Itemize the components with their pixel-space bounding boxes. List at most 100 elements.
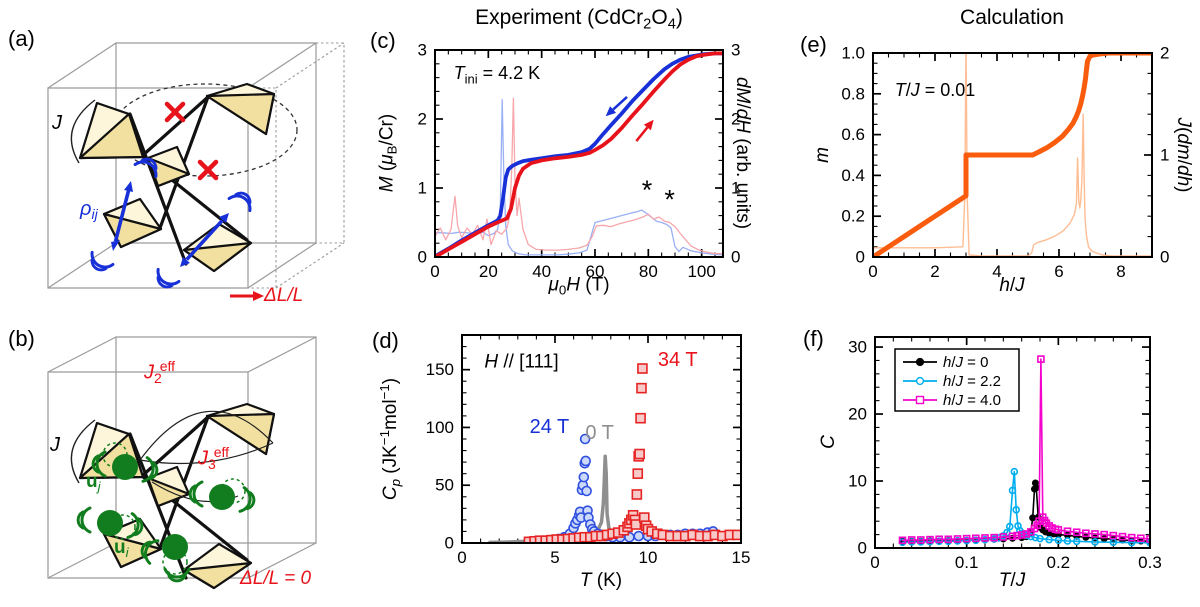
panel-label-c: (c) <box>370 28 396 53</box>
svg-text:0.2: 0.2 <box>841 207 865 226</box>
svg-text:20: 20 <box>479 262 498 281</box>
svg-text:2: 2 <box>1160 44 1169 63</box>
calc-specific-heat-chart-canvas: 0 0.1 0.2 0.3 0 10 20 30 h/J = 0 h/J = 2.2 h/J = 4… <box>848 336 1162 572</box>
svg-text:0: 0 <box>457 548 466 567</box>
svg-text:2: 2 <box>930 262 939 281</box>
zero-strain-label: ΔL/L = 0 <box>240 568 312 589</box>
j2eff-coupling-lens <box>139 410 274 465</box>
experiment-column-title: Experiment (CdCr2O4) <box>475 6 683 33</box>
svg-text:30: 30 <box>848 338 867 357</box>
svg-text:15: 15 <box>732 548 751 567</box>
svg-text:0.3: 0.3 <box>1138 553 1162 572</box>
svg-text:40: 40 <box>532 262 551 281</box>
svg-text:0: 0 <box>418 248 427 267</box>
svg-text:1: 1 <box>418 179 427 198</box>
j-coupling-label: J <box>52 112 62 134</box>
y-axis-title-m: m <box>812 147 833 163</box>
svg-text:50: 50 <box>435 476 454 495</box>
svg-text:3: 3 <box>418 41 427 60</box>
svg-text:100: 100 <box>426 418 454 437</box>
svg-text:10: 10 <box>639 548 658 567</box>
svg-text:0: 0 <box>731 248 740 267</box>
svg-text:1: 1 <box>731 179 740 198</box>
svg-text:20: 20 <box>848 405 867 424</box>
svg-text:h/J = 2.2: h/J = 2.2 <box>943 373 1001 390</box>
calculation-column-title: Calculation <box>960 6 1064 29</box>
panel-label-f: (f) <box>803 326 824 351</box>
forbidden-coupling-x-icon <box>164 101 219 181</box>
y-axis-title-Cp: Cp (JK−1mol−1) <box>376 377 404 501</box>
svg-text:h/J = 4.0: h/J = 4.0 <box>943 392 1001 409</box>
svg-text:24 T: 24 T <box>530 416 570 438</box>
j-coupling-label: J <box>50 434 60 456</box>
x-axis-title-temperature: T (K) <box>579 570 623 591</box>
panel-label-b: (b) <box>8 326 35 351</box>
svg-text:5: 5 <box>550 548 559 567</box>
panel-b-canvas <box>47 336 317 590</box>
svg-text:*: * <box>664 185 675 215</box>
svg-text:0.1: 0.1 <box>955 553 979 572</box>
bond-distance-arrows <box>111 181 229 267</box>
svg-text:Tini = 4.2 K: Tini = 4.2 K <box>454 63 541 87</box>
svg-text:H // [111]: H // [111] <box>484 351 558 372</box>
svg-text:60: 60 <box>586 262 605 281</box>
svg-text:0: 0 <box>856 248 865 267</box>
magnetization-chart-canvas: 0 20 40 60 80 100 0 1 2 3 0 1 2 3 Tini = 4.2 K * * <box>418 41 741 282</box>
svg-text:*: * <box>642 175 653 205</box>
y-axis-title-M: M (μB/Cr) <box>376 113 400 193</box>
svg-text:34 T: 34 T <box>658 349 698 371</box>
svg-text:8: 8 <box>1116 262 1125 281</box>
j3eff-label: J3eff <box>198 444 230 472</box>
tetrahedra <box>78 82 276 273</box>
strain-label: ΔL/L <box>264 285 304 306</box>
svg-text:2: 2 <box>731 110 740 129</box>
panel-label-a: (a) <box>8 26 35 51</box>
y2-axis-title-dMdH: dM/dH (arb. units) <box>732 76 753 230</box>
panel-e-chart: 0 2 4 6 8 0 0.2 0.4 0.6 0.8 1.0 0 1 2 T/J = 0.01 (e) m… <box>755 0 1200 310</box>
svg-text:100: 100 <box>687 262 715 281</box>
x-axis-title-TJ: T/J <box>998 570 1026 591</box>
svg-text:6: 6 <box>1054 262 1063 281</box>
svg-text:1: 1 <box>1160 146 1169 165</box>
svg-text:0.4: 0.4 <box>841 166 865 185</box>
uj-label: uj <box>86 471 101 494</box>
svg-text:0.6: 0.6 <box>841 125 865 144</box>
svg-text:h/J = 0: h/J = 0 <box>943 354 988 371</box>
panel-label-e: (e) <box>800 32 827 57</box>
svg-text:T/J = 0.01: T/J = 0.01 <box>895 80 976 100</box>
svg-text:0.2: 0.2 <box>1047 553 1071 572</box>
broken-coupling-ellipse <box>112 83 298 177</box>
svg-text:0 T: 0 T <box>585 422 614 444</box>
svg-text:0: 0 <box>1160 248 1169 267</box>
phonon-sites <box>97 442 246 575</box>
x-axis-title-field: μ0H (T) <box>548 274 610 298</box>
calc-magnetization-chart-canvas: 0 2 4 6 8 0 0.2 0.4 0.6 0.8 1.0 0 1 2 T/J = 0.01 <box>841 44 1169 282</box>
x-axis-title-hJ: h/J <box>999 275 1025 296</box>
panel-a-diagram: (a) J ρij ΔL/L <box>0 0 360 310</box>
panel-label-d: (d) <box>372 328 399 353</box>
svg-text:4: 4 <box>992 262 1001 281</box>
rho-ij-label: ρij <box>80 198 98 223</box>
svg-text:3: 3 <box>731 41 740 60</box>
svg-text:10: 10 <box>848 472 867 491</box>
panel-f-chart: 0 0.1 0.2 0.3 0 10 20 30 h/J = 0 h/J = 2.2 h/J = 4… <box>755 310 1200 607</box>
strain-arrow-icon <box>230 291 264 301</box>
j-coupling-arc <box>70 419 96 484</box>
svg-text:0: 0 <box>430 262 439 281</box>
panel-c-chart: 0 20 40 60 80 100 0 1 2 3 0 1 2 3 Tini = 4.2 K * * (c) M… <box>360 0 755 310</box>
svg-text:2: 2 <box>418 110 427 129</box>
ui-label: ui <box>114 537 129 560</box>
svg-text:0: 0 <box>858 539 867 558</box>
svg-text:0.8: 0.8 <box>841 84 865 103</box>
y-axis-title-C: C <box>818 435 839 449</box>
svg-text:0: 0 <box>445 534 454 553</box>
svg-text:80: 80 <box>639 262 658 281</box>
spin-bonds <box>128 95 249 266</box>
j2eff-label: J2eff <box>144 358 176 386</box>
svg-text:150: 150 <box>426 360 454 379</box>
svg-text:0: 0 <box>870 553 879 572</box>
y2-axis-title-Jdmdh: J(dm/dh) <box>1173 117 1194 193</box>
